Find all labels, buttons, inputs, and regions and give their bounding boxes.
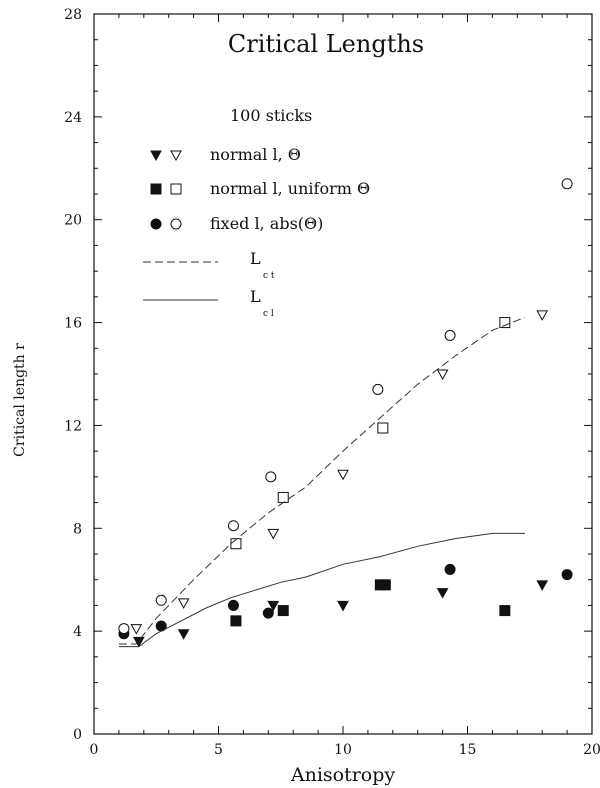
series-line-lct bbox=[118, 316, 525, 645]
data-point-filled-square bbox=[499, 605, 511, 617]
series-line-lcl bbox=[118, 532, 525, 648]
data-point-filled-down-triangle bbox=[337, 600, 349, 612]
data-point-filled-circle bbox=[444, 563, 456, 575]
data-point-open-circle bbox=[561, 178, 573, 190]
chart-title: Critical Lengths bbox=[228, 30, 424, 58]
data-point-open-circle bbox=[155, 594, 167, 606]
data-point-open-circle bbox=[118, 623, 130, 635]
legend-subscript: c t bbox=[263, 271, 275, 281]
y-tick-label: 24 bbox=[64, 110, 82, 126]
legend-heading: 100 sticks bbox=[230, 106, 312, 125]
data-point-open-square bbox=[499, 317, 511, 329]
x-tick-label: 15 bbox=[459, 742, 477, 758]
y-tick-label: 28 bbox=[64, 7, 82, 23]
y-tick-label: 12 bbox=[64, 418, 82, 434]
plot-frame bbox=[93, 13, 593, 735]
y-tick-label: 4 bbox=[73, 624, 82, 640]
x-axis-title: Anisotropy bbox=[290, 764, 396, 786]
data-point-open-circle bbox=[372, 383, 384, 395]
legend-marker-open-circle bbox=[170, 218, 182, 230]
data-point-filled-down-triangle bbox=[436, 588, 449, 599]
data-point-open-square bbox=[230, 538, 242, 550]
data-point-open-down-triangle bbox=[130, 624, 143, 635]
legend-label: L bbox=[250, 287, 261, 306]
legend-marker-filled-square bbox=[150, 183, 162, 195]
legend-marker-open-square bbox=[170, 183, 182, 195]
x-tick-label: 5 bbox=[214, 742, 223, 758]
data-point-filled-circle bbox=[262, 607, 274, 619]
x-tick-label: 0 bbox=[90, 742, 99, 758]
y-tick-label: 20 bbox=[64, 213, 82, 229]
data-point-open-square bbox=[277, 491, 289, 503]
legend-marker-filled-down-triangle bbox=[150, 150, 162, 162]
data-point-filled-circle bbox=[561, 569, 573, 581]
data-point-filled-square bbox=[230, 615, 242, 627]
data-point-filled-square bbox=[379, 579, 391, 591]
legend: 100 sticks normal l, Θ normal l, uniform Θ… bbox=[143, 106, 370, 319]
data-series bbox=[118, 178, 573, 648]
legend-subscript: c l bbox=[263, 309, 274, 319]
data-point-open-down-triangle bbox=[267, 528, 280, 540]
legend-label: normal l, Θ bbox=[210, 145, 301, 164]
legend-marker-filled-circle bbox=[150, 218, 162, 230]
data-point-open-circle bbox=[444, 329, 456, 341]
data-point-open-down-triangle bbox=[436, 369, 449, 381]
data-point-open-circle bbox=[227, 520, 239, 532]
data-point-filled-circle bbox=[227, 599, 239, 611]
data-point-filled-down-triangle bbox=[536, 580, 549, 591]
legend-label: normal l, uniform Θ bbox=[210, 179, 370, 198]
y-tick-label: 0 bbox=[73, 727, 82, 743]
legend-label: fixed l, abs(Θ) bbox=[210, 214, 323, 233]
data-point-filled-down-triangle bbox=[177, 629, 190, 640]
data-point-filled-down-triangle bbox=[267, 600, 280, 612]
x-tick-label: 10 bbox=[334, 742, 352, 758]
data-point-open-square bbox=[377, 422, 389, 434]
data-point-open-down-triangle bbox=[536, 310, 549, 321]
y-tick-label: 8 bbox=[73, 521, 82, 537]
x-tick-label: 20 bbox=[583, 742, 600, 758]
legend-marker-open-down-triangle bbox=[170, 150, 182, 162]
data-point-filled-square bbox=[277, 605, 289, 617]
axis-ticks: 0 5 10 15 20 0 4 8 12 16 20 24 28 bbox=[64, 7, 600, 758]
data-point-open-circle bbox=[265, 471, 277, 483]
data-point-filled-down-triangle bbox=[132, 636, 145, 648]
legend-label: L bbox=[250, 249, 261, 268]
y-tick-label: 16 bbox=[64, 316, 82, 332]
data-point-open-down-triangle bbox=[177, 598, 190, 609]
data-point-open-down-triangle bbox=[337, 469, 349, 481]
y-axis-title: Critical length r bbox=[12, 343, 28, 457]
